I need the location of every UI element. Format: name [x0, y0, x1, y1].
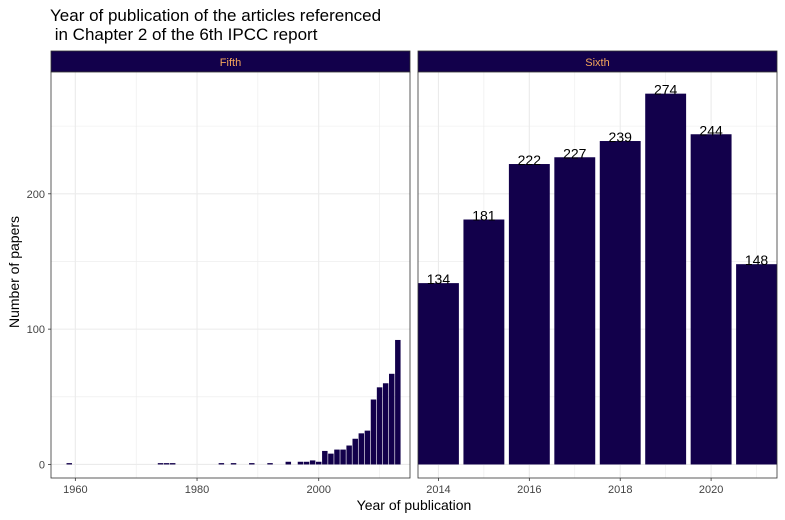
- chart-title-line-1: Year of publication of the articles refe…: [50, 6, 381, 25]
- bar: [334, 449, 340, 465]
- bar: [599, 141, 641, 465]
- data-label: 148: [745, 252, 769, 268]
- bar: [315, 461, 322, 465]
- data-label: 239: [609, 129, 633, 145]
- y-tick-label: 0: [39, 459, 45, 471]
- panel-border: [417, 71, 778, 479]
- bar: [508, 164, 550, 465]
- bar: [322, 450, 328, 465]
- data-label: 222: [518, 152, 542, 168]
- bar: [285, 461, 292, 465]
- bar: [303, 461, 310, 465]
- data-label: 181: [472, 208, 496, 224]
- x-tick-label: 2000: [306, 484, 330, 496]
- x-tick-label: 1980: [185, 484, 209, 496]
- bar: [389, 373, 395, 465]
- bar: [340, 449, 346, 465]
- y-tick-label: 100: [27, 324, 45, 336]
- x-tick-label: 2014: [426, 484, 450, 496]
- data-label: 134: [427, 271, 451, 287]
- bar: [690, 134, 732, 465]
- bar: [395, 339, 401, 465]
- bar: [169, 463, 176, 465]
- x-axis-title: Year of publication: [357, 497, 472, 513]
- bar: [66, 463, 72, 465]
- bar: [346, 445, 352, 465]
- facet-strip-label: Fifth: [220, 57, 241, 69]
- bar: [297, 461, 304, 465]
- data-label: 274: [654, 82, 678, 98]
- bar: [230, 463, 237, 465]
- facet-panel-fifth: Fifth 1960 1980 2000 0 100 200: [27, 50, 411, 496]
- bar: [463, 219, 505, 465]
- bar: [328, 453, 334, 465]
- bar: [736, 264, 777, 465]
- chart-title-line-2: in Chapter 2 of the 6th IPCC report: [50, 25, 318, 44]
- x-tick-label: 1960: [63, 484, 87, 496]
- bar: [376, 387, 383, 465]
- bar: [249, 463, 255, 465]
- y-axis-title: Number of papers: [6, 216, 22, 328]
- bar: [218, 463, 225, 465]
- bar: [352, 438, 358, 465]
- bar: [364, 430, 371, 465]
- bar: [645, 93, 687, 465]
- y-tick-label: 200: [27, 189, 45, 201]
- panel-background: [51, 72, 410, 478]
- bar: [370, 399, 377, 465]
- x-tick-label: 2018: [608, 484, 632, 496]
- x-tick-label: 2016: [517, 484, 541, 496]
- bar: [554, 157, 596, 465]
- bar: [267, 463, 273, 465]
- panel-border: [50, 71, 411, 479]
- x-tick-label: 2020: [699, 484, 723, 496]
- bar: [309, 460, 316, 465]
- data-label: 244: [699, 122, 723, 138]
- bar: [382, 383, 389, 465]
- data-label: 227: [563, 145, 587, 161]
- bar: [163, 463, 170, 465]
- bar: [157, 463, 164, 465]
- bar: [418, 283, 459, 465]
- facet-strip-label: Sixth: [585, 57, 609, 69]
- bar: [358, 433, 365, 465]
- facet-panel-sixth: Sixth 134 181 222 227 239 274 244 148 2014 2016 201…: [417, 50, 778, 496]
